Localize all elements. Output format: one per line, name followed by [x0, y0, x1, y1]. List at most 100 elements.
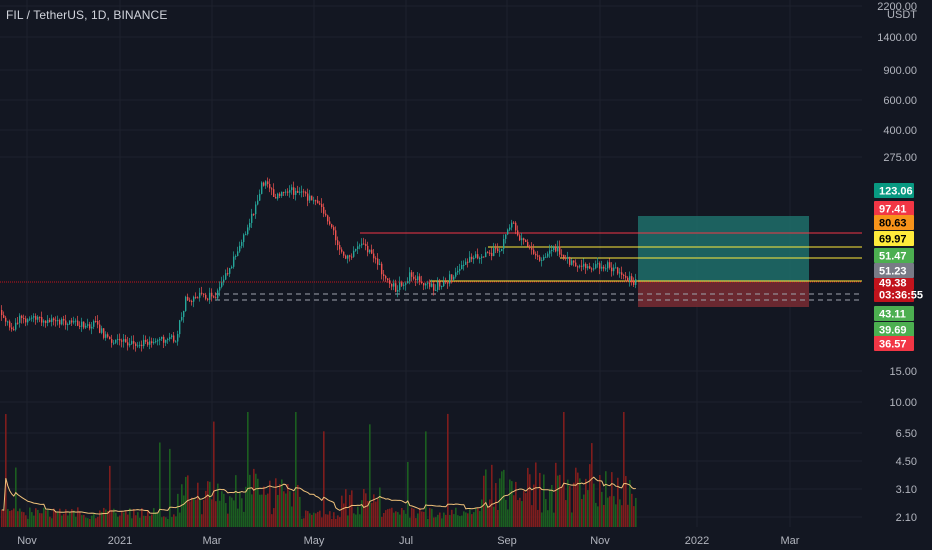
- candle-body: [559, 246, 561, 255]
- candle-body: [105, 334, 107, 338]
- candle-body: [521, 238, 523, 241]
- candle-body: [23, 318, 25, 320]
- candle-body: [333, 227, 335, 231]
- candle-body: [213, 296, 215, 298]
- volume-bar: [403, 510, 405, 527]
- candle-body: [587, 266, 589, 269]
- volume-bar: [67, 515, 69, 527]
- candle-body: [229, 268, 231, 274]
- volume-bar: [545, 499, 547, 527]
- candle-body: [483, 256, 485, 258]
- volume-bar: [527, 467, 529, 527]
- volume-bar: [65, 509, 67, 527]
- volume-bar: [381, 516, 383, 527]
- price-badge-label: 51.23: [879, 266, 907, 278]
- time-tick-label: 2022: [685, 535, 709, 547]
- volume-bar: [509, 479, 511, 527]
- candle-body: [311, 195, 313, 201]
- candle-body: [345, 255, 347, 259]
- candle-body: [247, 227, 249, 235]
- volume-bar: [247, 412, 249, 527]
- volume-bar: [451, 509, 453, 527]
- candle-body: [569, 256, 571, 265]
- candle-body: [113, 342, 115, 344]
- price-axis[interactable]: 2200.00 1400.00 900.00 600.00 400.00 275.00 15…: [877, 1, 917, 524]
- candle-body: [549, 250, 551, 254]
- price-tick-label: 275.00: [883, 152, 917, 164]
- volume-bar: [351, 490, 353, 527]
- volume-bar: [505, 499, 507, 527]
- candle-body: [267, 181, 269, 185]
- volume-bar: [169, 448, 171, 527]
- volume-bar: [191, 497, 193, 527]
- volume-bar: [75, 516, 77, 527]
- volume-bar: [433, 517, 435, 527]
- horizontal-lines[interactable]: [0, 232, 862, 301]
- candle-body: [99, 324, 101, 333]
- volume-bar: [201, 514, 203, 527]
- volume-bar: [317, 511, 319, 527]
- candle-body: [87, 324, 89, 326]
- volume-bar: [49, 516, 51, 527]
- candle-body: [613, 267, 615, 272]
- candle-body: [479, 258, 481, 260]
- candle-body: [115, 339, 117, 343]
- volume-bar: [175, 516, 177, 527]
- volume-bar: [551, 484, 553, 527]
- volume-bar: [553, 512, 555, 527]
- volume-bar: [33, 515, 35, 527]
- candle-body: [445, 281, 447, 283]
- candle-body: [421, 281, 423, 284]
- candle-body: [339, 245, 341, 250]
- volume-ma-line: [1, 476, 636, 515]
- candle-body: [123, 339, 125, 342]
- volume-bar: [617, 477, 619, 527]
- candle-body: [581, 265, 583, 267]
- volume-bar: [441, 518, 443, 527]
- volume-bar: [331, 518, 333, 527]
- volume-bar: [635, 497, 637, 527]
- volume-bar: [399, 514, 401, 527]
- volume-bar: [459, 516, 461, 527]
- volume-bar: [337, 515, 339, 527]
- volume-bar: [609, 496, 611, 527]
- volume-bar: [31, 512, 33, 527]
- candle-body: [167, 339, 169, 341]
- candle-body: [25, 318, 27, 323]
- candle-body: [583, 263, 585, 267]
- candle-body: [635, 279, 637, 285]
- volume-bar: [3, 510, 5, 527]
- candle-body: [417, 276, 419, 281]
- volume-bar: [605, 471, 607, 527]
- candle-body: [297, 190, 299, 193]
- candle-body: [81, 321, 83, 327]
- candle-body: [593, 268, 595, 270]
- candle-body: [119, 338, 121, 341]
- volume-bar: [515, 481, 517, 527]
- volume-bar: [305, 510, 307, 527]
- price-badge-label: 43.11: [879, 309, 906, 321]
- time-axis[interactable]: Nov 2021 Mar May Jul Sep Nov 2022 Mar: [17, 535, 800, 547]
- candle-body: [327, 215, 329, 222]
- volume-bar: [323, 431, 325, 527]
- price-badge: [874, 336, 914, 351]
- volume-bar: [61, 515, 63, 527]
- candle-body: [201, 292, 203, 294]
- volume-bar: [589, 464, 591, 527]
- volume-bar: [423, 511, 425, 527]
- candle-body: [507, 229, 509, 235]
- volume-bar: [303, 518, 305, 527]
- position-zones[interactable]: [638, 216, 809, 307]
- candle-body: [415, 278, 417, 281]
- candle-body: [453, 276, 455, 280]
- candle-body: [477, 254, 479, 259]
- volume-bar: [391, 507, 393, 527]
- candle-body: [511, 222, 513, 228]
- candle-body: [309, 195, 311, 201]
- volume-bar: [109, 465, 111, 527]
- volume-bar: [155, 511, 157, 527]
- volume-bar: [479, 511, 481, 527]
- candle-body: [591, 268, 593, 270]
- time-tick-label: 2021: [108, 535, 132, 547]
